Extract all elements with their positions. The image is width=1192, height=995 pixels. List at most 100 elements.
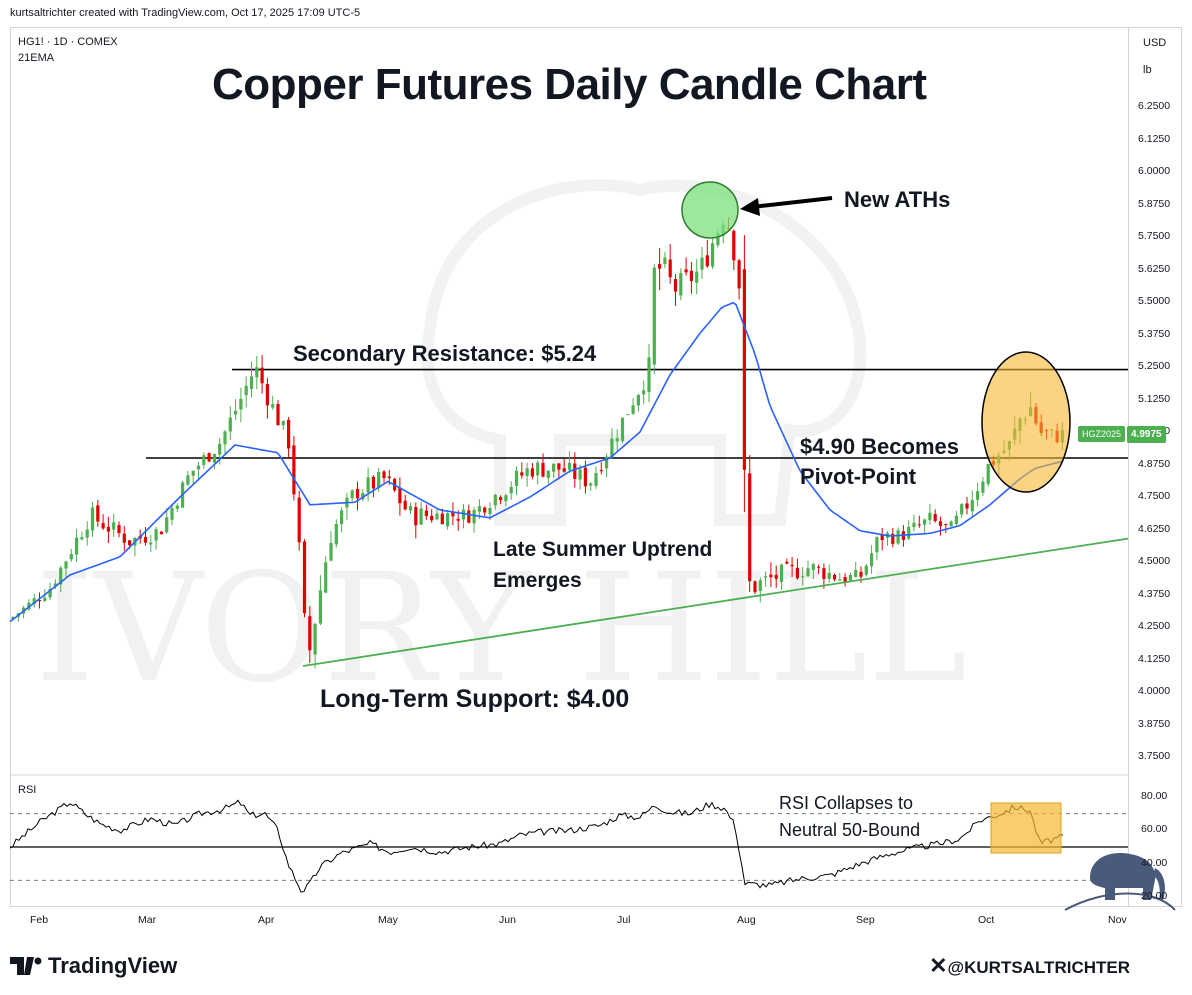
y-tick-label: 4.2500: [1138, 620, 1171, 632]
unit-label[interactable]: lb: [1143, 64, 1152, 76]
candle-body: [981, 481, 985, 493]
candle-body: [287, 419, 291, 449]
tradingview-brand: TradingView: [48, 953, 178, 978]
candle-body: [907, 527, 911, 539]
candle-body: [514, 470, 519, 486]
candle-body: [684, 269, 688, 273]
october-highlight-ellipse: [981, 351, 1071, 493]
candle-body: [414, 507, 418, 526]
candle-body: [689, 270, 693, 282]
candle-body: [960, 504, 964, 515]
elephant-shape: [1090, 853, 1165, 900]
candle-body: [578, 469, 582, 480]
candle-body: [329, 542, 333, 561]
candle-body: [679, 273, 683, 296]
y-tick-label: 4.0000: [1138, 685, 1171, 697]
candle-body: [493, 494, 497, 506]
candle-body: [451, 512, 455, 517]
candle-body: [949, 521, 953, 527]
candle-body: [589, 483, 593, 486]
y-tick-label: 6.0000: [1138, 165, 1171, 177]
candle-body: [732, 230, 736, 261]
y-tick-label: 3.7500: [1138, 750, 1171, 762]
y-tick-label: 6.2500: [1138, 100, 1171, 112]
candle-body: [292, 445, 296, 495]
chart-frame: [10, 27, 1129, 907]
candle-body: [795, 567, 799, 579]
candle-body: [32, 598, 36, 604]
y-tick-label: 6.1250: [1138, 132, 1171, 145]
y-tick-label: 4.7500: [1138, 490, 1171, 502]
candle-body: [191, 470, 195, 476]
y-tick-label: 4.1250: [1138, 652, 1171, 665]
candle-body: [223, 431, 227, 445]
candle-body: [371, 476, 375, 489]
candle-body: [938, 521, 943, 527]
rsi-label[interactable]: RSI: [18, 784, 37, 796]
candle-body: [472, 509, 476, 524]
candle-body: [933, 514, 937, 521]
candle-body: [424, 510, 428, 516]
candle-body: [817, 566, 821, 568]
candle-body: [827, 572, 831, 579]
candle-body: [546, 470, 550, 479]
y-tick-label: 5.5000: [1138, 295, 1171, 307]
candle-body: [785, 561, 789, 564]
candle-body: [880, 534, 884, 541]
candle-body: [711, 243, 715, 267]
candle-body: [461, 509, 466, 520]
candle-body: [244, 385, 248, 396]
candle-body: [610, 438, 614, 458]
candle-body: [27, 602, 31, 610]
x-handle[interactable]: ✕@KURTSALTRICHTER: [929, 953, 1130, 979]
y-tick-label: 5.1250: [1138, 392, 1171, 405]
candle-body: [75, 537, 79, 555]
candle-body: [96, 505, 100, 522]
annotation-uptrend-line2: Emerges: [493, 569, 582, 592]
candle-body: [11, 616, 15, 620]
candle-body: [541, 462, 545, 477]
candle-body: [212, 453, 216, 463]
y-tick-label: 5.3750: [1138, 327, 1171, 340]
price-axis[interactable]: [1129, 27, 1182, 907]
candle-body: [154, 529, 158, 541]
indicator-label[interactable]: 21EMA: [18, 52, 55, 64]
candle-body: [43, 597, 47, 601]
candle-body: [340, 510, 344, 525]
candle-body: [488, 508, 492, 514]
candle-body: [636, 394, 640, 406]
annotation-pivot-line2: Pivot-Point: [800, 464, 917, 489]
candle-body: [117, 525, 121, 534]
candle-body: [504, 495, 508, 502]
candle-body: [37, 600, 42, 602]
candle-body: [249, 376, 254, 389]
candle-body: [239, 398, 243, 410]
candle-body: [838, 579, 842, 581]
candle-body: [801, 576, 805, 578]
candle-body: [599, 469, 603, 472]
candle-body: [128, 540, 132, 546]
candle-body: [557, 463, 561, 470]
candle-body: [382, 471, 386, 479]
tradingview-logo[interactable]: TradingView: [10, 953, 177, 979]
candle-body: [48, 589, 52, 598]
candle-body: [567, 462, 572, 470]
x-tick-label: Feb: [30, 914, 49, 926]
candle-body: [605, 456, 609, 469]
candle-body: [652, 267, 656, 365]
candle-body: [859, 571, 863, 577]
candle-body: [663, 257, 667, 265]
candle-body: [234, 410, 238, 415]
candle-body: [260, 367, 264, 384]
currency-label[interactable]: USD: [1143, 37, 1167, 49]
candle-body: [297, 497, 301, 543]
candle-body: [928, 512, 932, 521]
symbol-info[interactable]: HG1! · 1D · COMEX: [18, 36, 118, 48]
candle-body: [419, 508, 423, 525]
candle-body: [403, 500, 407, 510]
y-tick-label: 4.8750: [1138, 457, 1171, 470]
candle-body: [202, 455, 206, 465]
x-tick-label: Nov: [1108, 914, 1127, 926]
candle-body: [954, 515, 958, 525]
